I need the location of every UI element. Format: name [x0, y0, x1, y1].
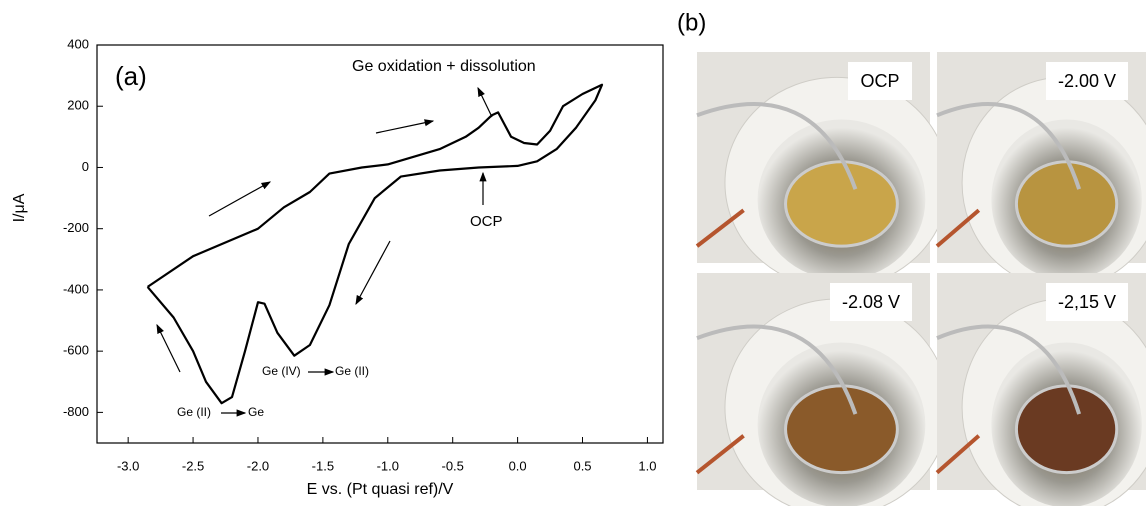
- photo-electrode: [1016, 386, 1116, 473]
- x-tick-label: -0.5: [441, 458, 463, 473]
- arrow: [356, 241, 390, 304]
- photo-label: -2.00 V: [1058, 71, 1116, 91]
- photo: -2,15 V: [937, 273, 1146, 506]
- x-tick-label: 0.0: [509, 458, 527, 473]
- annotation: Ge: [248, 405, 264, 419]
- arrow: [157, 325, 180, 372]
- x-tick-label: -1.5: [312, 458, 334, 473]
- y-tick-label: -800: [63, 404, 89, 419]
- photo: -2.08 V: [697, 273, 949, 506]
- x-tick-label: 0.5: [573, 458, 591, 473]
- annotation: Ge oxidation + dissolution: [352, 58, 536, 75]
- figure: I/μA E vs. (Pt quasi ref)/V (b) -3.0 -2.5…: [0, 0, 1146, 506]
- photo: -2.00 V: [937, 52, 1146, 288]
- photo-label: -2.08 V: [842, 292, 900, 312]
- x-tick-label: -1.0: [377, 458, 399, 473]
- annotation: Ge (II): [177, 405, 211, 419]
- arrow: [376, 121, 433, 133]
- y-tick-label: 0: [82, 159, 89, 174]
- plot-frame: [97, 45, 663, 443]
- y-tick-label: 400: [67, 36, 89, 51]
- cv-curve: [148, 85, 602, 403]
- panel-label: (b): [677, 9, 706, 36]
- photo-label: -2,15 V: [1058, 292, 1116, 312]
- x-tick-label: -3.0: [117, 458, 139, 473]
- y-tick-label: -600: [63, 343, 89, 358]
- y-axis-label: I/μA: [11, 193, 28, 222]
- annotation: Ge (IV): [262, 364, 301, 378]
- x-tick-label: -2.0: [247, 458, 269, 473]
- y-tick-label: 200: [67, 98, 89, 113]
- photo-label: OCP: [860, 71, 899, 91]
- photo-electrode: [786, 386, 898, 473]
- annotation: OCP: [470, 213, 503, 230]
- arrow: [209, 182, 270, 216]
- y-tick-label: -200: [63, 220, 89, 235]
- photo-electrode: [1016, 162, 1116, 246]
- x-axis-label: E vs. (Pt quasi ref)/V: [307, 481, 454, 498]
- x-tick-label: 1.0: [638, 458, 656, 473]
- arrow: [478, 88, 492, 117]
- photo-electrode: [786, 162, 898, 246]
- y-tick-label: -400: [63, 281, 89, 296]
- annotation: Ge (II): [335, 364, 369, 378]
- annotation: (a): [115, 61, 147, 91]
- x-tick-label: -2.5: [182, 458, 204, 473]
- photo: OCP: [697, 52, 949, 288]
